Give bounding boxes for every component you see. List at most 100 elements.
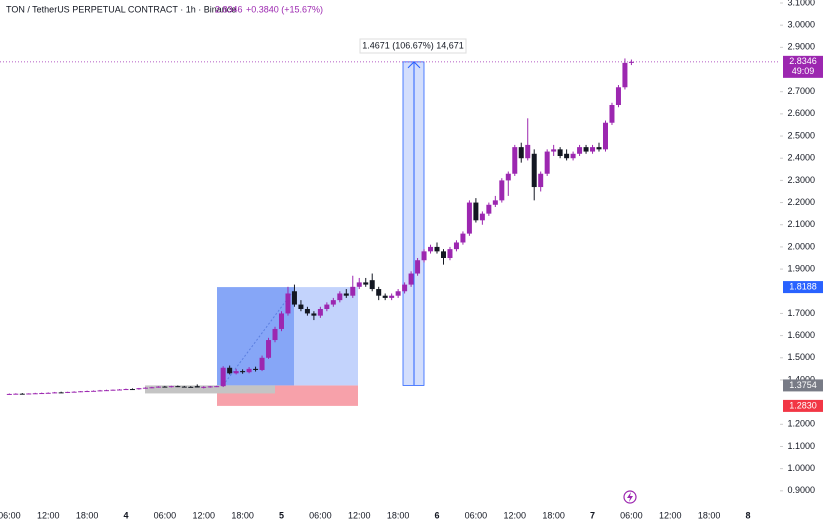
- candle-body: [220, 367, 226, 387]
- candle-body: [382, 295, 388, 298]
- target-zone: [294, 287, 358, 386]
- candle-body: [91, 390, 97, 392]
- y-tick-label: 3.0000: [787, 20, 815, 30]
- y-tick-label: 0.9000: [787, 485, 815, 495]
- x-tick-label: 5: [279, 510, 284, 520]
- price-label: 1.3754: [789, 380, 817, 390]
- candle-body: [240, 371, 246, 373]
- candle-body: [343, 293, 349, 296]
- candle-body: [337, 293, 343, 301]
- x-tick-label: 06:00: [465, 510, 488, 520]
- grey-range: [145, 385, 275, 394]
- y-tick-label: 2.6000: [787, 108, 815, 118]
- y-tick-label: 1.4000: [787, 374, 815, 384]
- candle-body: [615, 87, 621, 105]
- candle-body: [577, 147, 583, 154]
- y-tick-label: 2.7000: [787, 86, 815, 96]
- x-tick-label: 12:00: [659, 510, 682, 520]
- candle-body: [557, 149, 563, 156]
- x-tick-label: 06:00: [0, 510, 21, 520]
- candle-body: [194, 386, 200, 388]
- candle-body: [421, 251, 427, 261]
- candle-body: [564, 153, 570, 159]
- candle-body: [272, 328, 278, 341]
- y-tick-label: 2.4000: [787, 153, 815, 163]
- candle-body: [473, 202, 479, 221]
- candle-body: [356, 282, 362, 287]
- candle-body: [440, 251, 446, 258]
- candle-body: [492, 200, 498, 205]
- measure-label-bg: [359, 38, 467, 54]
- x-tick-label: 6: [435, 510, 440, 520]
- candle-body: [188, 386, 194, 388]
- y-tick-label: 1.0000: [787, 463, 815, 473]
- candle-body: [408, 273, 414, 285]
- candle-body: [376, 289, 382, 296]
- x-tick-label: 18:00: [542, 510, 565, 520]
- candle-body: [447, 249, 453, 258]
- x-tick-label: 06:00: [309, 510, 332, 520]
- candle-body: [466, 202, 472, 234]
- candle-body: [149, 387, 155, 389]
- candle-body: [116, 389, 122, 391]
- candle-body: [278, 313, 284, 329]
- candle-body: [168, 386, 174, 388]
- candle-body: [162, 386, 168, 388]
- lightning-icon[interactable]: [623, 490, 637, 504]
- candle-body: [110, 389, 116, 391]
- price-label-bg: [783, 379, 823, 392]
- candle-body: [253, 368, 259, 370]
- candle-body: [291, 291, 297, 305]
- candle-body: [453, 242, 459, 250]
- candle-body: [52, 392, 58, 394]
- candle-body: [415, 260, 421, 274]
- candle-body: [460, 233, 466, 243]
- candle-body: [175, 386, 181, 388]
- symbol-title: TON / TetherUS PERPETUAL CONTRACT · 1h ·…: [6, 4, 236, 14]
- candle-body: [84, 391, 90, 393]
- candle-body: [26, 393, 32, 395]
- x-tick-label: 12:00: [348, 510, 371, 520]
- candle-body: [525, 144, 531, 159]
- candle-body: [583, 147, 589, 152]
- x-tick-label: 12:00: [192, 510, 215, 520]
- x-tick-label: 18:00: [698, 510, 721, 520]
- price-label-bg: [783, 281, 823, 294]
- candle-body: [402, 284, 408, 292]
- x-tick-label: 18:00: [387, 510, 410, 520]
- candle-body: [65, 391, 71, 393]
- candle-body: [71, 391, 77, 393]
- candle-body: [531, 153, 537, 188]
- candle-body: [19, 393, 25, 395]
- y-tick-label: 1.2000: [787, 419, 815, 429]
- candle-body: [233, 371, 239, 374]
- candle-body: [505, 173, 511, 181]
- candle-body: [570, 153, 576, 159]
- candle-body: [13, 393, 19, 395]
- price-countdown: 49:09: [792, 66, 815, 76]
- measure-label: 1.4671 (106.67%) 14,671: [362, 40, 464, 50]
- candle-body: [596, 147, 602, 150]
- last-price: 2.8346: [215, 4, 243, 14]
- y-tick-label: 2.0000: [787, 241, 815, 251]
- candle-body: [129, 389, 135, 391]
- candle-body: [285, 293, 291, 314]
- y-tick-label: 1.5000: [787, 352, 815, 362]
- x-tick-label: 7: [590, 510, 595, 520]
- candle-body: [363, 282, 369, 285]
- candle-body: [97, 390, 103, 392]
- candle-body: [518, 147, 524, 159]
- candle-body: [201, 386, 207, 388]
- price-label: 1.8188: [789, 281, 817, 291]
- candle-body: [6, 393, 12, 395]
- price-label-bg: [783, 399, 823, 412]
- y-tick-label: 1.6000: [787, 330, 815, 340]
- price-change: +0.3840 (+15.67%): [246, 4, 323, 14]
- candle-body: [330, 300, 336, 305]
- candle-body: [628, 61, 634, 63]
- y-tick-label: 2.1000: [787, 219, 815, 229]
- candle-body: [538, 173, 544, 188]
- candle-body: [58, 392, 64, 394]
- candle-body: [479, 213, 485, 221]
